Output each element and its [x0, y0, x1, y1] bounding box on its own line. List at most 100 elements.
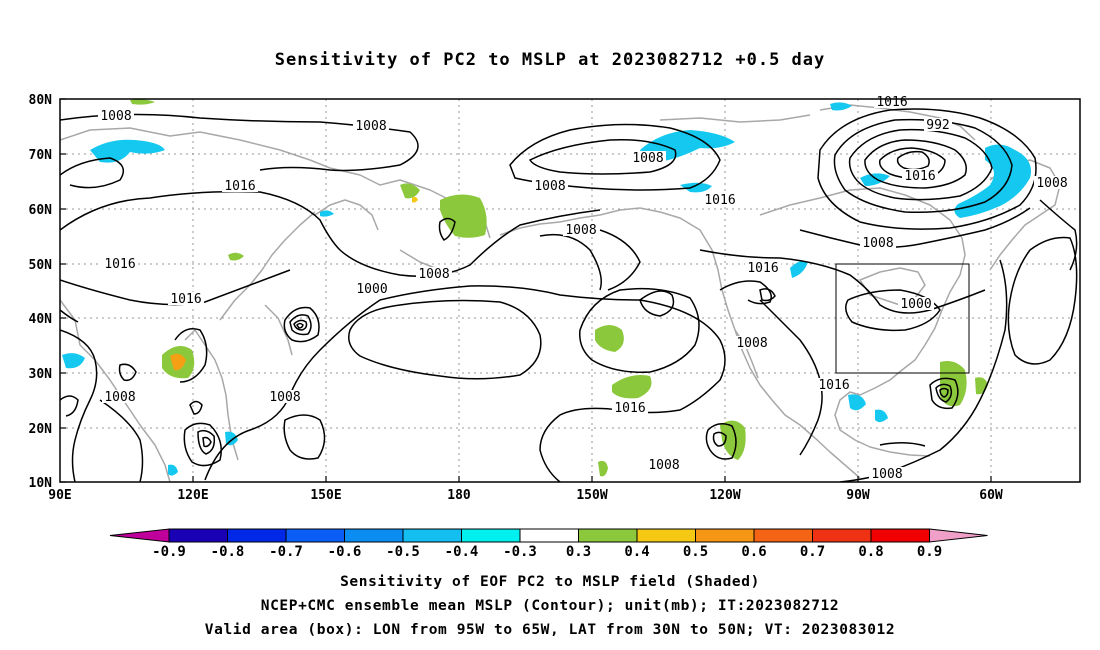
cyan-patch [320, 210, 334, 217]
contour-label: 992 [926, 118, 949, 133]
coastlines [60, 104, 1061, 482]
cyan-patch [860, 173, 890, 186]
contour-label-bg [102, 390, 138, 403]
colorbar-box [812, 528, 872, 543]
colorbar-max-arrow [929, 528, 988, 543]
colorbar-labels: -0.9 -0.8 -0.7 -0.6 -0.5 -0.4 -0.3 0.3 0.4 0.5 0.6… [152, 544, 942, 560]
colorbar-tick-label: -0.4 [445, 544, 479, 560]
caption-line-1: Sensitivity of EOF PC2 to MSLP field (Sh… [340, 574, 760, 590]
contour-label: 1008 [871, 467, 902, 482]
colorbar-box [168, 528, 228, 543]
contour-label: 1016 [224, 179, 255, 194]
green-patch [940, 361, 967, 407]
contour-label: 1008 [355, 119, 386, 134]
plot-title: Sensitivity of PC2 to MSLP at 2023082712… [274, 50, 826, 70]
contour-label: 1008 [862, 236, 893, 251]
contour-label: 1016 [818, 378, 849, 393]
green-patch [598, 460, 608, 477]
green-patch [130, 99, 155, 105]
contour-label-bg [612, 401, 648, 414]
green-patch [400, 183, 420, 199]
colorbar-tick-label: -0.3 [503, 544, 537, 560]
contour-label: 1016 [104, 257, 135, 272]
contour-label-bg [353, 119, 389, 132]
contour-label-bg [816, 378, 852, 391]
contour-label-bg [646, 458, 682, 471]
colorbar-box [636, 528, 696, 543]
colorbar-tick-label: 0.9 [917, 544, 942, 560]
contour-label: 1008 [418, 267, 449, 282]
contour-label-bg [630, 151, 666, 164]
contour-label: 1016 [614, 401, 645, 416]
colorbar-box [519, 528, 579, 543]
lat-tick-label: 50N [29, 258, 53, 273]
lat-axis-labels: 80N 70N 60N 50N 40N 30N 20N 10N [29, 93, 53, 491]
lat-tick-label: 40N [29, 312, 53, 327]
contour-labels: 1008 1008 1016 1016 1016 1008 1008 1008 1000 1008… [98, 95, 1070, 482]
lon-tick-label: 90E [48, 488, 71, 503]
cyan-patch [875, 409, 888, 423]
mslp-contours [60, 108, 1078, 482]
colorbar-box [578, 528, 638, 543]
colorbar-box [227, 528, 287, 543]
contour-label-bg [563, 223, 599, 236]
colorbar-box [344, 528, 404, 543]
colorbar-box [285, 528, 345, 543]
contour-label-bg [734, 336, 770, 349]
cyan-patch [680, 182, 712, 193]
orange-patch [170, 353, 186, 371]
contour-label: 1008 [534, 179, 565, 194]
colorbar-tick-label: 0.4 [624, 544, 649, 560]
lat-tick-label: 30N [29, 367, 53, 382]
contour-label-bg [902, 169, 938, 182]
colorbar-box [870, 528, 930, 543]
cyan-patch [225, 431, 238, 446]
contour-label: 1008 [100, 109, 131, 124]
colorbar-tick-label: 0.7 [800, 544, 825, 560]
colorbar-tick-label: 0.6 [741, 544, 766, 560]
contour-label: 1016 [876, 95, 907, 110]
lon-tick-label: 150E [310, 488, 341, 503]
caption-line-3: Valid area (box): LON from 95W to 65W, L… [204, 622, 896, 638]
contour-label-bg [860, 236, 896, 249]
contour-label: 1008 [565, 223, 596, 238]
contour-label-bg [702, 193, 738, 206]
colorbar-tick-label: -0.9 [152, 544, 186, 560]
lat-tick-label: 10N [29, 476, 53, 491]
map-frame [59, 98, 1081, 483]
contour-label-bg [267, 390, 303, 403]
contour-label: 1000 [356, 282, 387, 297]
caption-line-2: NCEP+CMC ensemble mean MSLP (Contour); u… [260, 598, 840, 614]
colorbar-tick-label: -0.5 [386, 544, 420, 560]
cyan-patch [90, 139, 165, 163]
contour-label: 1000 [900, 297, 931, 312]
contour-label: 1008 [736, 336, 767, 351]
lat-tick-label: 20N [29, 422, 53, 437]
lon-tick-label: 120W [709, 488, 740, 503]
lon-tick-label: 150W [576, 488, 607, 503]
cyan-patch [168, 464, 178, 476]
contour-label-bg [898, 297, 934, 310]
lon-tick-label: 60W [979, 488, 1003, 503]
contour-label: 1008 [1036, 176, 1067, 191]
green-patch [228, 252, 244, 261]
colorbar-tick-label: -0.7 [269, 544, 303, 560]
contour-label: 1008 [632, 151, 663, 166]
contour-label-bg [532, 179, 568, 192]
colorbar-box [753, 528, 813, 543]
contour-label-bg [354, 282, 390, 295]
green-patch [612, 375, 652, 399]
colorbar-box [461, 528, 521, 543]
lon-tick-label: 120E [177, 488, 208, 503]
colorbar-min-arrow [109, 528, 170, 543]
contour-label-bg [869, 467, 905, 480]
contour-label: 1016 [170, 292, 201, 307]
colorbar-tick-label: -0.6 [328, 544, 362, 560]
lon-axis-labels: 90E 120E 150E 180 150W 120W 90W 60W [48, 488, 1003, 503]
contour-label: 1008 [648, 458, 679, 473]
lat-tick-label: 70N [29, 148, 53, 163]
contour-label: 1016 [704, 193, 735, 208]
contour-label: 1016 [904, 169, 935, 184]
